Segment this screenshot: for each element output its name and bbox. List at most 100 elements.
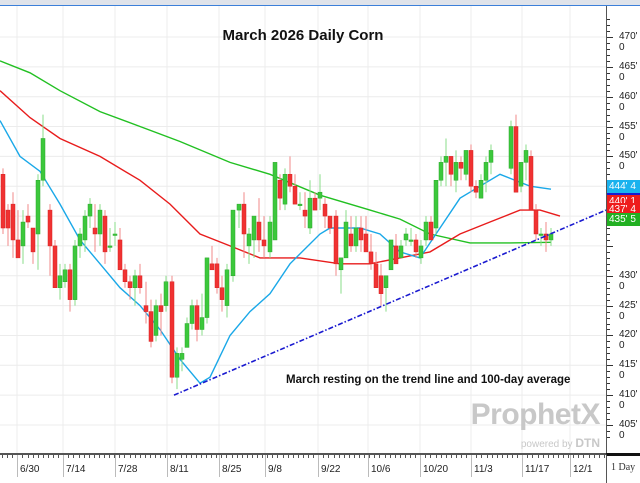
- date-axis-minor-tick: [155, 455, 156, 458]
- candle-up: [57, 275, 63, 288]
- date-axis-minor-tick: [272, 455, 274, 458]
- price-axis-label: 455' 0: [619, 120, 638, 143]
- date-axis-minor-tick: [37, 455, 39, 458]
- date-axis-tick: [368, 455, 369, 477]
- price-axis-label: 405' 0: [619, 419, 638, 441]
- candle-down: [25, 215, 31, 223]
- date-axis-minor-tick: [348, 455, 350, 458]
- date-axis-minor-tick: [185, 455, 187, 458]
- date-axis-tick: [265, 455, 266, 477]
- price-axis-tick: [607, 287, 610, 289]
- date-axis-minor-tick: [445, 455, 447, 458]
- price-axis-tick: [607, 371, 610, 373]
- candle-up: [77, 233, 83, 247]
- price-axis-tick: [607, 37, 613, 38]
- date-axis-minor-tick: [353, 455, 355, 458]
- date-axis-minor-tick: [537, 455, 539, 458]
- candle-up: [174, 353, 180, 378]
- date-axis-minor-tick: [68, 455, 70, 458]
- date-axis-minor-tick: [231, 455, 233, 458]
- date-axis-minor-tick: [598, 455, 600, 458]
- price-axis-tick: [607, 78, 610, 80]
- price-axis-tick: [607, 311, 610, 313]
- candle-down: [428, 221, 434, 241]
- price-axis-tick: [607, 108, 610, 110]
- period-selector[interactable]: 1 Day: [606, 453, 640, 483]
- candle-down: [533, 209, 539, 235]
- date-axis-minor-tick: [302, 455, 304, 458]
- candle-up: [82, 215, 88, 241]
- date-axis-minor-tick: [435, 455, 437, 458]
- date-axis-minor-tick: [160, 455, 162, 458]
- candle-down: [327, 215, 333, 229]
- price-axis-tick: [607, 96, 613, 98]
- chart-plot-area[interactable]: March 2026 Daily Corn March resting on t…: [0, 6, 607, 453]
- candle-up: [463, 150, 469, 175]
- date-axis-minor-tick: [7, 455, 9, 458]
- price-axis-tick: [607, 19, 610, 21]
- price-axis-tick: [607, 168, 610, 170]
- date-axis-minor-tick: [440, 455, 442, 458]
- candle-down: [67, 269, 73, 300]
- price-axis-tick: [607, 323, 610, 325]
- candle-up: [438, 162, 444, 181]
- price-axis[interactable]: 405' 0 410' 0 415' 0 420' 0 425' 0 430' 0 450'…: [606, 6, 640, 453]
- date-axis[interactable]: 6/30 7/14 7/28 8/11 8/25 9/8 9/22 10/6 10/20 11/3…: [0, 453, 606, 482]
- date-axis-minor-tick: [476, 455, 478, 458]
- chart-title: March 2026 Daily Corn: [222, 27, 384, 44]
- price-axis-tick: [607, 436, 610, 438]
- date-axis-minor-tick: [542, 455, 544, 458]
- candle-down: [448, 156, 454, 175]
- price-axis-tick: [607, 174, 610, 176]
- date-axis-minor-tick: [246, 455, 248, 458]
- date-axis-tick: [63, 455, 64, 477]
- candle-up: [251, 215, 257, 241]
- candle-up: [548, 233, 554, 241]
- price-axis-tick: [607, 251, 610, 253]
- candle-up: [518, 162, 524, 187]
- date-axis-minor-tick: [165, 455, 167, 458]
- price-axis-tick: [607, 413, 610, 415]
- price-axis-tick: [607, 48, 610, 50]
- date-axis-minor-tick: [486, 455, 488, 458]
- date-axis-label: 11/17: [525, 464, 550, 475]
- candle-up: [508, 126, 514, 169]
- candle-up: [87, 203, 93, 217]
- date-axis-minor-tick: [308, 455, 309, 458]
- candle-down: [277, 180, 283, 199]
- price-axis-label: 460' 0: [619, 90, 638, 113]
- candle-down: [102, 215, 108, 253]
- price-axis-tick: [607, 102, 610, 104]
- date-axis-minor-tick: [98, 455, 100, 458]
- candle-up: [224, 269, 230, 306]
- date-axis-minor-tick: [461, 455, 462, 458]
- date-axis-minor-tick: [364, 455, 366, 458]
- date-axis-minor-tick: [552, 455, 554, 458]
- prophetx-watermark: ProphetX powered by DTN: [444, 398, 604, 458]
- candle-down: [292, 185, 298, 205]
- candle-down: [413, 239, 419, 253]
- price-axis-tick: [607, 84, 610, 86]
- date-axis-minor-tick: [557, 455, 559, 458]
- candle-down: [5, 209, 11, 229]
- price-tag-40-day-ma: 440' 1: [607, 193, 640, 207]
- price-axis-tick: [607, 395, 613, 397]
- price-axis-tick: [607, 341, 610, 343]
- price-axis-tick: [607, 42, 610, 44]
- moving-average-line: [0, 90, 561, 265]
- date-axis-minor-tick: [175, 455, 177, 458]
- candle-down: [473, 185, 479, 193]
- candle-up: [398, 245, 404, 259]
- date-axis-minor-tick: [588, 455, 590, 458]
- candle-down: [458, 162, 464, 169]
- price-axis-tick: [607, 263, 610, 265]
- date-axis-minor-tick: [211, 455, 213, 458]
- candle-up: [383, 275, 389, 288]
- price-axis-tick: [607, 425, 613, 426]
- price-axis-tick: [607, 317, 610, 319]
- price-axis-tick: [607, 138, 610, 140]
- date-axis-minor-tick: [338, 455, 340, 458]
- price-axis-tick: [607, 120, 610, 122]
- candle-down: [348, 233, 354, 247]
- price-axis-tick: [607, 329, 610, 331]
